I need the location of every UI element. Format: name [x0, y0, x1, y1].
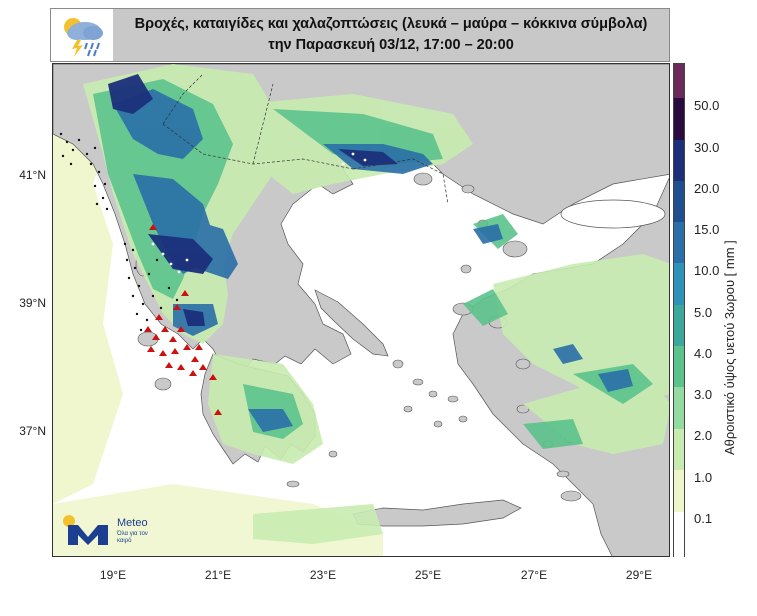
map-canvas: [53, 64, 669, 556]
land-evia: [314, 289, 389, 357]
lon-tick-23: 23°E: [309, 568, 337, 582]
cb-seg-6: [674, 305, 684, 346]
lon-tick-21: 21°E: [204, 568, 232, 582]
map-area: [52, 63, 670, 557]
cb-label-0-1: 0.1: [694, 511, 713, 526]
cb-seg-9: [674, 429, 684, 470]
lat-tick-41: 41°N: [19, 168, 46, 182]
cb-label-3: 3.0: [694, 387, 713, 402]
storm-dots-black: [59, 132, 179, 332]
sea-marmara: [560, 199, 666, 229]
cb-seg-3: [674, 181, 684, 222]
cb-seg-10: [674, 470, 684, 512]
cb-label-20: 20.0: [694, 181, 720, 196]
cb-label-4: 4.0: [694, 346, 713, 361]
meteo-logo: [63, 515, 108, 545]
cb-seg-8: [674, 387, 684, 429]
title-box: Βροχές, καταιγίδες και χαλαζοπτώσεις (λε…: [113, 9, 669, 61]
hail-triangles-red: [144, 224, 222, 415]
cb-seg-4: [674, 222, 684, 263]
lat-tick-37: 37°N: [19, 424, 46, 438]
national-borders: [162, 73, 449, 205]
map-header: Βροχές, καταιγίδες και χαλαζοπτώσεις (λε…: [50, 8, 670, 62]
logo-slogan: Όλα για τον καιρό: [117, 531, 148, 544]
colorbar: [673, 63, 685, 558]
cb-label-5: 5.0: [694, 305, 713, 320]
cb-label-30: 30.0: [694, 140, 720, 155]
lon-tick-29: 29°E: [625, 568, 653, 582]
cb-seg-7: [674, 346, 684, 387]
cb-label-1: 1.0: [694, 470, 713, 485]
rain-lightning-cloud-icon: [64, 18, 103, 57]
lat-tick-39: 39°N: [19, 296, 46, 310]
lon-tick-27: 27°E: [520, 568, 548, 582]
map-title: Βροχές, καταιγίδες και χαλαζοπτώσεις (λε…: [134, 16, 648, 53]
lon-tick-19: 19°E: [99, 568, 127, 582]
cb-seg-2: [674, 140, 684, 181]
cb-label-50: 50.0: [694, 98, 720, 113]
cb-label-2: 2.0: [694, 428, 713, 443]
cb-label-15: 15.0: [694, 222, 720, 237]
logo-name: Meteo: [117, 517, 148, 529]
storm-dots-white: [151, 152, 367, 274]
cb-seg-5: [674, 263, 684, 305]
precip-area-ionian: [53, 64, 123, 504]
cb-seg-0: [674, 64, 684, 98]
cb-label-10: 10.0: [694, 263, 720, 278]
colorbar-title: Αθροιστικό ύψος υετού 3ωρου [ mm ]: [722, 240, 737, 455]
cb-seg-1: [674, 98, 684, 140]
cb-seg-11: [674, 512, 684, 558]
lon-tick-25: 25°E: [414, 568, 442, 582]
